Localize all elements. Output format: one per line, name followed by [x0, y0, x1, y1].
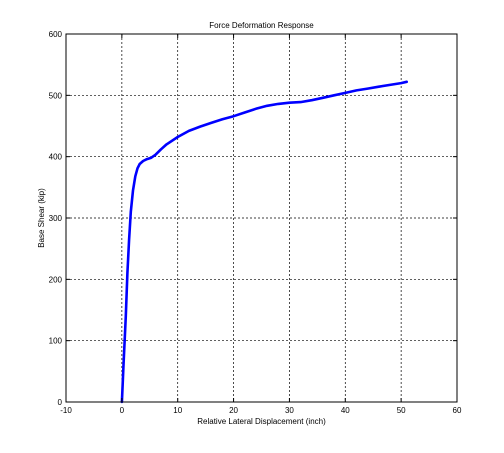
- y-tick-label: 100: [49, 337, 63, 346]
- chart-title: Force Deformation Response: [209, 21, 314, 30]
- x-tick-label: 60: [453, 406, 462, 415]
- x-tick-label: 20: [229, 406, 238, 415]
- x-tick-label: 50: [397, 406, 406, 415]
- x-tick-label: 40: [341, 406, 350, 415]
- y-tick-label: 600: [49, 30, 63, 39]
- y-tick-label: 200: [49, 275, 63, 284]
- x-tick-label: -10: [60, 406, 72, 415]
- y-tick-label: 300: [49, 214, 63, 223]
- series-line: [120, 80, 408, 404]
- grid: [66, 34, 457, 402]
- y-tick-label: 500: [49, 91, 63, 100]
- y-tick-label: 400: [49, 153, 63, 162]
- x-tick-label: 30: [285, 406, 294, 415]
- x-tick-label: 10: [173, 406, 182, 415]
- y-axis-label: Base Shear (kip): [37, 188, 46, 248]
- x-tick-label: 0: [120, 406, 125, 415]
- ticks: [65, 33, 458, 403]
- x-axis-label: Relative Lateral Displacement (inch): [197, 417, 326, 426]
- y-tick-label: 0: [58, 398, 63, 407]
- series-group: [120, 80, 408, 404]
